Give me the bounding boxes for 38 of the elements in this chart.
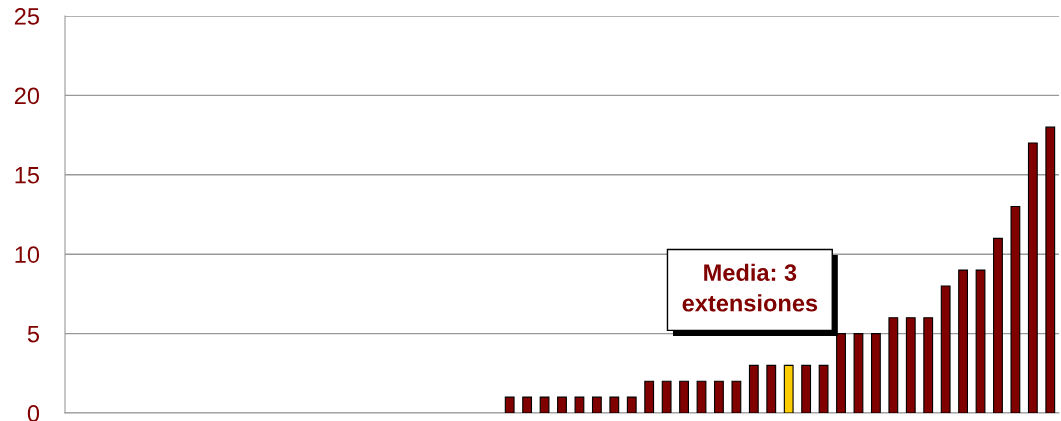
bar [1045,126,1056,413]
bar [609,396,620,413]
bar [940,285,951,413]
bar [591,396,602,413]
bar [783,364,794,413]
y-tick-label: 10 [15,246,40,263]
bar [626,396,637,413]
y-tick-label: 25 [14,8,40,25]
y-tick-label: 0 [27,405,40,421]
bar [801,364,812,413]
bar [574,396,585,413]
bar [731,380,742,413]
y-tick-label: 15 [15,167,40,184]
bar [748,364,759,413]
bar [766,364,777,413]
bar [679,380,689,413]
bar [818,364,829,413]
bar [958,269,969,413]
bar [975,269,986,413]
bar [539,396,550,413]
y-tick-label: 20 [14,87,40,105]
annotation: Media: 3 extensiones [682,263,818,312]
y-tick-label: 5 [27,325,40,343]
bar [993,237,1003,413]
bar [905,317,916,413]
bar [888,317,899,413]
bar [923,317,934,413]
bar [1010,206,1021,413]
bar [696,380,707,413]
bar [853,333,864,413]
bar [1027,142,1038,413]
bar [714,380,724,413]
bar [504,396,515,413]
bar [661,380,672,413]
bar [557,396,567,413]
bar [870,333,881,413]
bar [644,380,655,413]
bar [522,396,533,413]
